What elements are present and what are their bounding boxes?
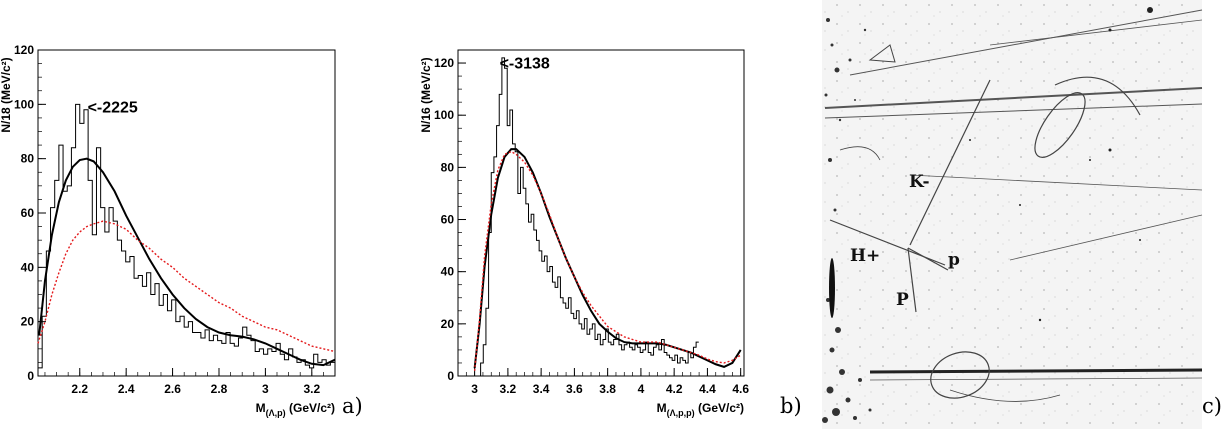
x-tick-label: 4	[638, 382, 645, 396]
x-tick-label: 3	[262, 382, 269, 396]
y-tick-label: 100	[434, 108, 454, 122]
y-tick-label: 40	[21, 260, 35, 274]
y-tick-label: 80	[21, 152, 35, 166]
track-label-k-minus: K-	[909, 172, 930, 192]
background-dotted-curve	[473, 150, 742, 371]
spiral-track	[1034, 92, 1086, 158]
y-tick-label: 20	[441, 317, 455, 331]
peak-annotation: <-2225	[88, 99, 138, 116]
peak-annotation: <-3138	[500, 55, 550, 72]
bubble-chamber-photo: K- H+ p P	[822, 0, 1203, 429]
x-tick-label: 3.8	[599, 382, 616, 396]
x-tick-label: 4.6	[732, 382, 749, 396]
y-axis-label: N/18 (MeV/c²)	[0, 57, 13, 132]
x-tick-label: 3.2	[500, 382, 517, 396]
x-tick-label: 2.2	[71, 382, 88, 396]
curl-track	[1054, 76, 1141, 116]
interaction-tracks	[829, 44, 1141, 402]
photo-left-edge-noise	[822, 18, 872, 423]
y-tick-label: 60	[441, 213, 455, 227]
y-tick-label: 20	[21, 315, 35, 329]
y-tick-label: 60	[21, 206, 35, 220]
x-axis-label: M(Λ,p) (GeV/c²)	[256, 401, 335, 418]
y-tick-label: 120	[434, 56, 454, 70]
fit-curve	[473, 148, 742, 369]
bubble-chamber-photo-panel: K- H+ p P c)	[810, 0, 1229, 429]
k-minus-track	[909, 79, 991, 246]
panel-label-a: a)	[342, 394, 363, 418]
track-label-p: p	[948, 250, 960, 270]
histogram-series	[38, 103, 335, 369]
chart-b-svg: 3 3.2 3.4 3.6 3.8 4 4.2 4.4 4.6 0 20 40 60 80 100 120 <-…	[419, 49, 749, 418]
track-label-h-plus: H+	[850, 246, 880, 266]
x-tick-label: 4.4	[699, 382, 716, 396]
beam-tracks	[824, 9, 1203, 381]
photo-grain	[822, 0, 1202, 429]
x-tick-label: 2.8	[211, 382, 228, 396]
y-tick-label: 0	[447, 369, 454, 383]
track-label-P: P	[896, 290, 909, 310]
x-tick-label: 3.6	[566, 382, 583, 396]
y-tick-label: 40	[441, 265, 455, 279]
x-tick-label: 2.6	[164, 382, 181, 396]
P-track	[907, 247, 917, 313]
y-axis-label: N/16 (MeV/c²)	[419, 57, 433, 132]
p-track	[907, 247, 949, 271]
y-tick-label: 0	[27, 369, 34, 383]
y-tick-label: 120	[14, 43, 34, 57]
panel-label-c: c)	[1202, 394, 1222, 418]
fit-curve	[38, 157, 336, 367]
dark-streak	[829, 258, 835, 318]
x-axis-label: M(Λ,p,p) (GeV/c²)	[657, 401, 744, 418]
chart-panel-b: 3 3.2 3.4 3.6 3.8 4 4.2 4.4 4.6 0 20 40 60 80 100 120 <-…	[400, 0, 810, 429]
plot-frame	[457, 49, 745, 377]
chart-a-svg: 2.2 2.4 2.6 2.8 3 3.2 0 20 40 60 80 100 120 <-2225 N/1…	[0, 43, 336, 418]
scatter-dots	[969, 7, 1153, 322]
x-tick-label: 2.4	[118, 382, 135, 396]
x-tick-label: 4.2	[666, 382, 683, 396]
x-tick-label: 3.2	[303, 382, 320, 396]
panel-label-b: b)	[780, 394, 802, 418]
x-tick-label: 3	[471, 382, 478, 396]
x-tick-label: 3.4	[533, 382, 550, 396]
background-dotted-curve	[37, 220, 336, 353]
lower-loop-track	[930, 351, 990, 399]
y-tick-label: 80	[441, 160, 455, 174]
chart-panel-a: 2.2 2.4 2.6 2.8 3 3.2 0 20 40 60 80 100 120 <-2225 N/1…	[0, 0, 400, 429]
histogram-series	[477, 57, 699, 377]
y-tick-label: 100	[14, 97, 34, 111]
